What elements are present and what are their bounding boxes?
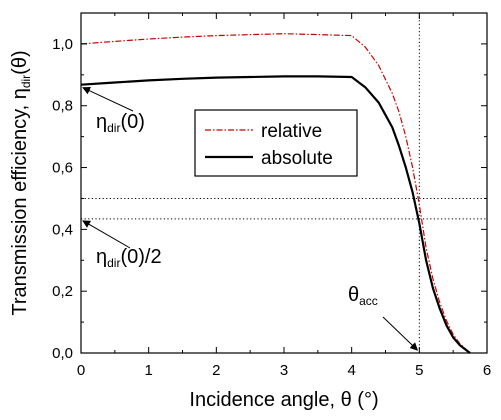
annotations: ηdir(0) ηdir(0)/2 θacc [82, 87, 419, 351]
x-tick-label-0: 0 [77, 362, 85, 379]
annotation-arrow-2 [382, 316, 419, 351]
annotation-arrow-0 [82, 87, 134, 112]
annotation-arrow-1 [82, 220, 131, 249]
x-tick-label-6: 6 [483, 362, 491, 379]
reference-lines [81, 13, 487, 353]
legend-label-relative: relative [261, 121, 322, 142]
axis-ticks: 0 1 2 3 4 5 6 0,0 0,2 0,4 0,6 0,8 1,0 [52, 12, 491, 379]
y-axis-title: Transmission efficiency, ηdir(θ) [9, 50, 33, 315]
series-line-relative [80, 33, 471, 354]
x-tick-label-3: 3 [280, 362, 288, 379]
x-axis-title: Incidence angle, θ (°) [189, 389, 378, 411]
y-tick-label-4: 0,8 [52, 98, 73, 115]
x-tick-label-2: 2 [212, 362, 220, 379]
annotation-label-1: ηdir(0)/2 [96, 246, 162, 270]
annotation-label-0: ηdir(0) [96, 111, 145, 135]
y-tick-label-1: 0,2 [52, 283, 73, 300]
y-tick-label-3: 0,6 [52, 160, 73, 177]
legend-box [194, 109, 358, 177]
y-tick-label-2: 0,4 [52, 221, 73, 238]
y-tick-label-5: 1,0 [52, 36, 73, 53]
x-tick-label-4: 4 [347, 362, 355, 379]
series-group [80, 33, 471, 354]
series-line-absolute [80, 75, 471, 354]
legend-label-absolute: absolute [261, 148, 333, 169]
x-tick-label-1: 1 [144, 362, 152, 379]
y-tick-label-0: 0,0 [52, 345, 73, 362]
annotation-label-2: θacc [348, 284, 378, 308]
x-tick-label-5: 5 [415, 362, 423, 379]
legend: relative absolute [194, 109, 358, 177]
